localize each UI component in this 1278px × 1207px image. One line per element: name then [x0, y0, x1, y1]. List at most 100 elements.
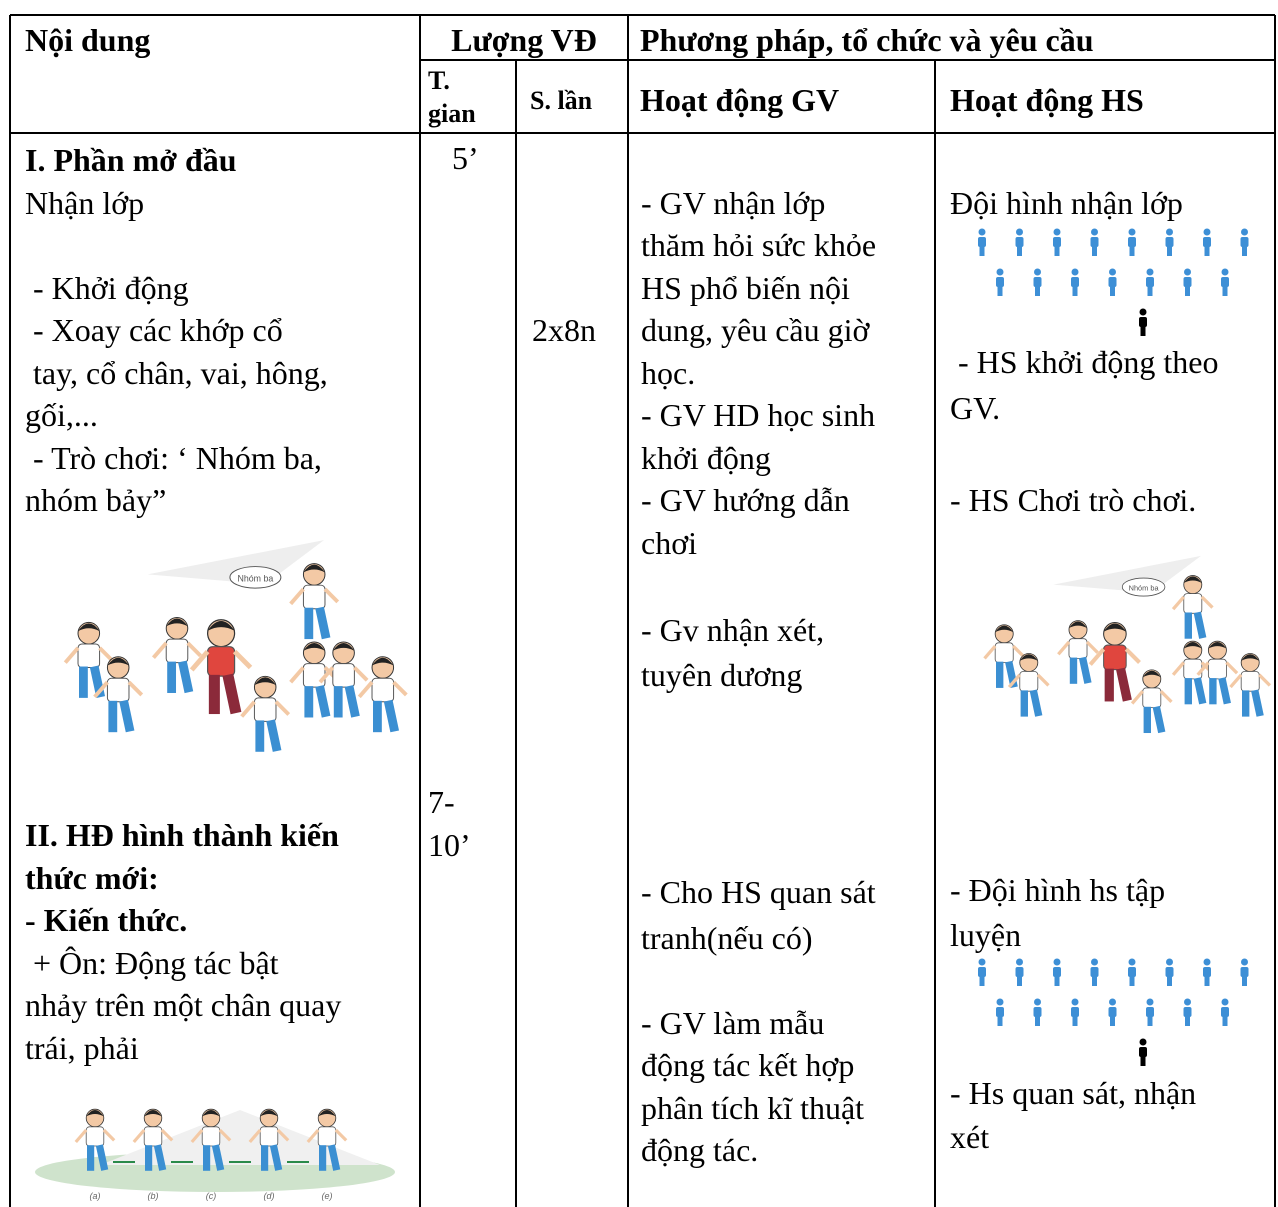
- kid-wrap: [357, 656, 408, 733]
- kid-figure: [248, 1108, 290, 1171]
- kid-wrap: [1196, 640, 1239, 705]
- kid-figure: [74, 1108, 116, 1171]
- person-icon: [1128, 237, 1136, 247]
- kid-pants: [95, 1144, 109, 1171]
- person-icon: [1129, 246, 1135, 256]
- cell-text: Đội hình nhận lớp: [950, 185, 1183, 221]
- person-icon: [1108, 277, 1117, 287]
- kid-arm: [1200, 595, 1214, 609]
- person-icon: [979, 246, 985, 256]
- cell-text: + Ôn: Động tác bật: [25, 945, 279, 981]
- cell-text: tay, cổ chân, vai, hông,: [25, 355, 328, 391]
- kid-pants: [1193, 611, 1207, 639]
- kid-hair: [1208, 642, 1227, 649]
- kid-hair: [1183, 642, 1202, 649]
- kid-shirt: [371, 677, 395, 703]
- speech-text: Nhóm ba: [1129, 583, 1160, 592]
- person-icon: [1139, 308, 1147, 316]
- person-icon: [1090, 967, 1099, 977]
- kid-hair: [1068, 621, 1088, 629]
- kid-shirt: [1103, 644, 1127, 671]
- kid-wrap: [1171, 575, 1214, 639]
- kid-figure: [289, 563, 340, 640]
- kid-shirt: [1142, 687, 1162, 709]
- kid-figure: [1057, 620, 1099, 684]
- person-icon: [1167, 246, 1172, 256]
- header-cell: Phương pháp, tổ chức và yêu cầu: [640, 22, 1094, 58]
- person-icon: [1053, 958, 1061, 966]
- person-icon: [1221, 268, 1229, 276]
- kid-shirt: [259, 1126, 279, 1147]
- person-icon: [997, 1016, 1003, 1026]
- cell-text: tranh(nếu có): [641, 920, 813, 956]
- kid-pants: [153, 1144, 167, 1171]
- person-icon: [979, 976, 985, 986]
- kid-arm: [1124, 647, 1141, 664]
- kid-arm: [323, 587, 340, 604]
- step-label: (b): [148, 1191, 159, 1201]
- person-icon: [1240, 967, 1249, 977]
- kid-hair: [1142, 670, 1161, 678]
- kid-wrap: [289, 641, 340, 718]
- kid-figure: [240, 675, 291, 752]
- step-label: (d): [264, 1191, 275, 1201]
- cell-text: - HS Chơi trò chơi.: [950, 482, 1197, 518]
- kid-wrap: [318, 641, 369, 718]
- person-icon: [1147, 286, 1153, 296]
- cell-text: 2x8n: [532, 312, 596, 348]
- person-icon: [1203, 967, 1211, 977]
- cell-text: - Đội hình hs tập: [950, 872, 1166, 908]
- person-icon: [1185, 286, 1190, 296]
- kid-arm: [127, 680, 144, 697]
- kid-shirt: [85, 1126, 105, 1147]
- header-cell: Hoạt động HS: [950, 82, 1144, 118]
- kid-pants: [1242, 690, 1250, 717]
- person-icon: [1221, 998, 1229, 1006]
- person-icon: [1204, 246, 1210, 256]
- cell-text: - GV hướng dẫn: [641, 482, 850, 518]
- cell-text: - HS khởi động theo: [950, 344, 1219, 380]
- person-icon: [997, 286, 1003, 296]
- cell-text: trái, phải: [25, 1030, 139, 1066]
- person-icon: [1071, 1007, 1079, 1017]
- kid-arm: [318, 666, 335, 684]
- kid-arm: [1130, 690, 1145, 705]
- kid-arm: [1225, 661, 1239, 675]
- person-icon: [1167, 976, 1172, 986]
- person-icon: [1165, 967, 1174, 977]
- cell-text: - Cho HS quan sát: [641, 874, 876, 910]
- kid-wrap: [240, 675, 291, 752]
- kid-arm: [392, 680, 408, 697]
- cell-text: khởi động: [641, 440, 771, 476]
- cell-text: - Hs quan sát, nhận: [950, 1075, 1197, 1111]
- kid-shirt: [165, 638, 189, 664]
- cell-text: - GV nhận lớp: [641, 185, 826, 221]
- kid-pants: [211, 1144, 225, 1171]
- person-icon: [1110, 1016, 1115, 1026]
- background-shape: [1053, 555, 1201, 593]
- kid-arm: [1229, 673, 1243, 689]
- kid-arm: [1171, 661, 1186, 676]
- cell-text: nhảy trên một chân quay: [25, 987, 342, 1023]
- kid-pants: [1152, 705, 1166, 734]
- person-icon: [1146, 998, 1154, 1006]
- person-icon: [1203, 958, 1211, 966]
- person-icon: [1053, 237, 1061, 247]
- game-illustration: Nhóm ba: [63, 540, 408, 752]
- kid-pants: [327, 1144, 341, 1171]
- person-icon: [1183, 1007, 1192, 1017]
- person-icon: [1221, 277, 1229, 287]
- person-icon: [1139, 1038, 1147, 1046]
- kid-pants: [269, 1144, 283, 1171]
- person-icon: [1054, 246, 1060, 256]
- kid-shirt: [207, 646, 236, 677]
- kid-shirt: [106, 677, 130, 703]
- kid-hair: [995, 625, 1014, 633]
- kid-pants: [167, 661, 177, 693]
- step-label: (c): [206, 1191, 217, 1201]
- kid-hair: [107, 657, 129, 666]
- cell-text: học.: [641, 355, 696, 391]
- kid-pants: [1251, 689, 1264, 717]
- kid-arm: [289, 666, 305, 684]
